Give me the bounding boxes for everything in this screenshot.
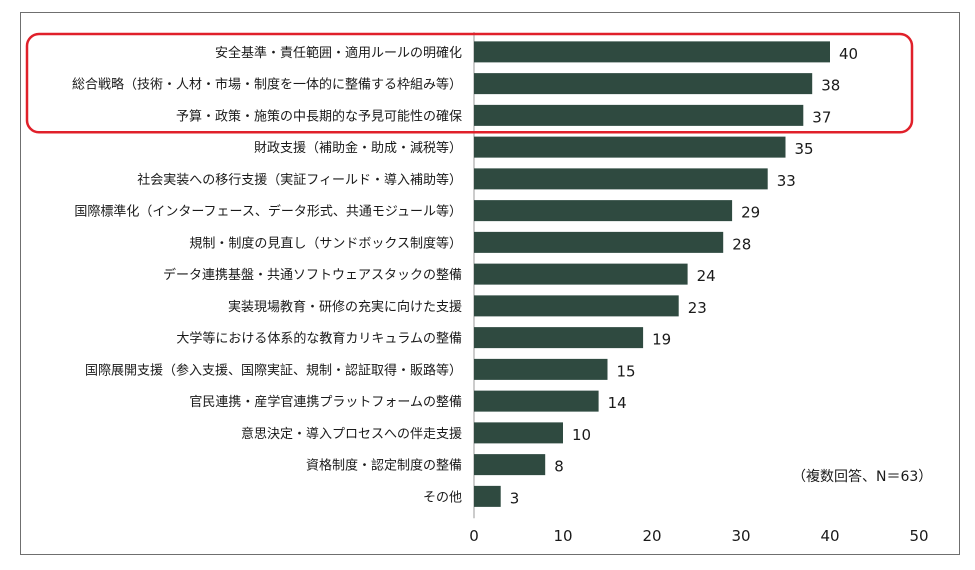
value-label: 23	[688, 299, 707, 317]
bar	[474, 295, 679, 317]
x-tick-label: 40	[820, 527, 839, 545]
value-label: 35	[795, 140, 814, 158]
x-tick-label: 30	[731, 527, 750, 545]
category-label: 社会実装への移行支援（実証フィールド・導入補助等）	[137, 172, 462, 188]
bar	[474, 422, 563, 444]
value-label: 40	[839, 45, 858, 63]
category-label: 官民連携・産学官連携プラットフォームの整備	[189, 394, 462, 410]
bar	[474, 485, 501, 507]
category-label: 資格制度・認定制度の整備	[306, 458, 462, 474]
category-label: 規制・制度の見直し（サンドボックス制度等）	[189, 235, 462, 251]
bar	[474, 41, 830, 63]
bar	[474, 136, 786, 158]
category-label: 国際標準化（インターフェース、データ形式、共通モジュール等）	[74, 204, 462, 220]
category-label: 国際展開支援（参入支援、国際実証、規制・認証取得・販路等）	[85, 362, 462, 378]
value-label: 10	[572, 426, 591, 444]
category-label: 総合戦略（技術・人材・市場・制度を一体的に整備する枠組み等）	[72, 77, 462, 93]
category-label: 予算・政策・施策の中長期的な予見可能性の確保	[176, 108, 462, 124]
highlight-box	[25, 32, 914, 134]
value-label: 24	[697, 267, 716, 285]
bar	[474, 390, 599, 412]
bar	[474, 263, 688, 285]
value-label: 15	[617, 362, 636, 380]
value-label: 8	[554, 458, 564, 476]
category-label: 意思決定・導入プロセスへの伴走支援	[241, 426, 462, 442]
category-label: 財政支援（補助金・助成・減税等）	[254, 140, 462, 156]
category-label: データ連携基盤・共通ソフトウェアスタックの整備	[163, 267, 462, 283]
value-label: 38	[821, 77, 840, 95]
bar	[474, 104, 804, 126]
bar	[474, 358, 608, 380]
bar	[474, 168, 768, 190]
category-label: 実装現場教育・研修の充実に向けた支援	[228, 299, 462, 315]
bar	[474, 327, 644, 349]
value-label: 3	[510, 489, 520, 507]
chart-note: （複数回答、N＝63）	[792, 469, 933, 485]
x-tick-label: 10	[553, 527, 572, 545]
value-label: 33	[777, 172, 796, 190]
category-label: その他	[423, 490, 462, 505]
value-label: 29	[741, 204, 760, 222]
value-label: 14	[608, 394, 627, 412]
bar	[474, 73, 813, 95]
category-label: 大学等における体系的な教育カリキュラムの整備	[176, 331, 462, 347]
category-label: 安全基準・責任範囲・適用ルールの明確化	[215, 45, 462, 61]
x-tick-label: 50	[909, 527, 928, 545]
bar	[474, 231, 724, 253]
value-label: 37	[812, 108, 831, 126]
bar	[474, 200, 733, 222]
x-tick-label: 0	[469, 527, 479, 545]
value-label: 19	[652, 331, 671, 349]
bar	[474, 454, 546, 476]
x-tick-label: 20	[642, 527, 661, 545]
value-label: 28	[732, 235, 751, 253]
